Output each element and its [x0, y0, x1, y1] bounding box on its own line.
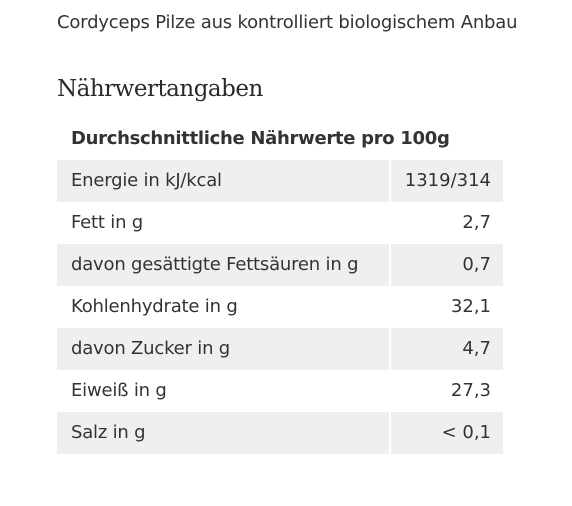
table-row-saturated-fat: davon gesättigte Fettsäuren in g 0,7 [57, 244, 503, 286]
row-label: davon gesättigte Fettsäuren in g [57, 244, 389, 286]
table-row-energy: Energie in kJ/kcal 1319/314 [57, 160, 503, 202]
nutrition-table: Durchschnittliche Nährwerte pro 100g Ene… [57, 118, 503, 454]
row-value: 4,7 [391, 328, 503, 370]
row-label: Fett in g [71, 212, 144, 233]
row-value: 32,1 [450, 296, 491, 317]
row-label: davon Zucker in g [57, 328, 389, 370]
table-row-protein: Eiweiß in g 27,3 [57, 370, 503, 412]
product-description: Cordyceps Pilze aus kontrolliert biologi… [57, 12, 518, 33]
table-row-carbohydrates: Kohlenhydrate in g 32,1 [57, 286, 503, 328]
table-row-salt: Salz in g < 0,1 [57, 412, 503, 454]
row-value: < 0,1 [391, 412, 503, 454]
table-row-sugar: davon Zucker in g 4,7 [57, 328, 503, 370]
table-caption: Durchschnittliche Nährwerte pro 100g [71, 128, 450, 149]
row-value: 2,7 [462, 212, 491, 233]
row-value: 1319/314 [391, 160, 503, 202]
row-label: Salz in g [57, 412, 389, 454]
nutrition-heading: Nährwertangaben [57, 76, 263, 102]
table-row-fat: Fett in g 2,7 [57, 202, 503, 244]
row-label: Kohlenhydrate in g [71, 296, 238, 317]
row-value: 0,7 [391, 244, 503, 286]
row-label: Eiweiß in g [71, 380, 167, 401]
row-label: Energie in kJ/kcal [57, 160, 389, 202]
row-value: 27,3 [450, 380, 491, 401]
